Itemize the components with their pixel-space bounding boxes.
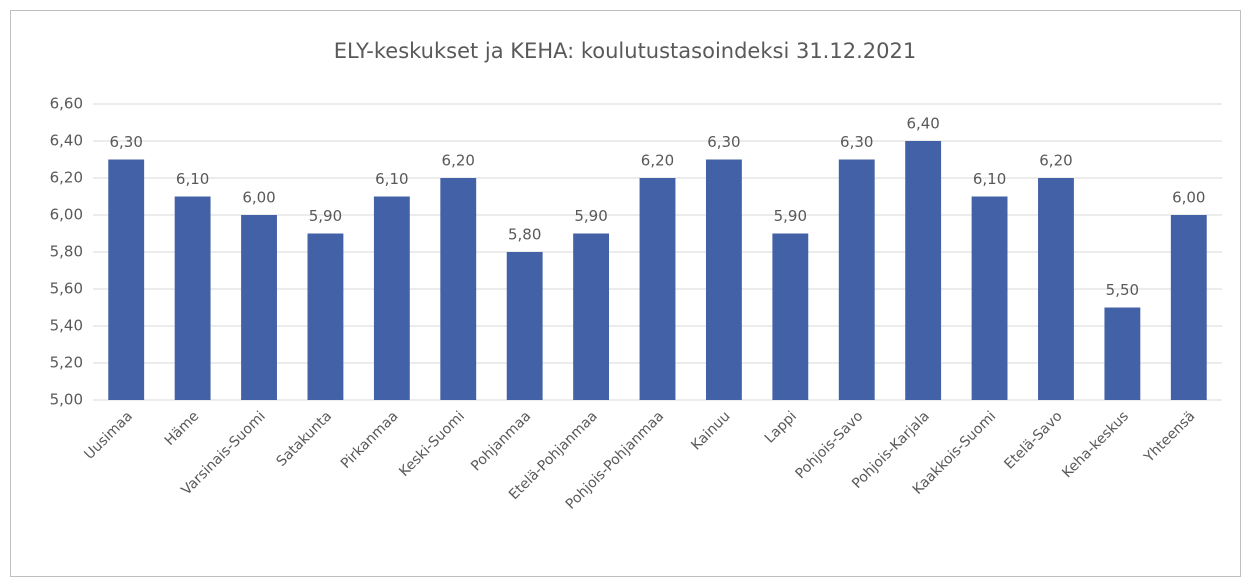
y-tick-label: 5,00	[50, 391, 83, 409]
data-label: 5,80	[508, 226, 541, 244]
chart-title: ELY-keskukset ja KEHA: koulutustasoindek…	[334, 39, 916, 63]
bar	[440, 178, 477, 400]
data-label: 6,00	[1172, 189, 1205, 207]
bar	[1104, 307, 1141, 400]
data-label: 6,20	[1039, 152, 1072, 170]
bar	[174, 196, 211, 400]
y-tick-label: 5,40	[50, 317, 83, 335]
bar	[573, 233, 610, 400]
bar	[838, 159, 875, 400]
y-tick-label: 5,60	[50, 280, 83, 298]
y-tick-label: 6,40	[50, 132, 83, 150]
bar	[971, 196, 1008, 400]
bar	[373, 196, 410, 400]
chart-border	[10, 10, 1241, 577]
y-tick-label: 6,60	[50, 95, 83, 113]
data-label: 5,50	[1106, 281, 1139, 299]
data-label: 5,90	[774, 207, 807, 225]
bar	[506, 252, 543, 400]
bar	[905, 141, 942, 400]
data-label: 6,20	[442, 152, 475, 170]
data-label: 6,30	[707, 133, 740, 151]
y-tick-label: 5,20	[50, 354, 83, 372]
bar	[1038, 178, 1074, 400]
data-label: 5,90	[574, 207, 607, 225]
y-tick-label: 5,80	[50, 243, 83, 261]
data-label: 6,10	[176, 170, 209, 188]
bar	[639, 178, 676, 400]
data-label: 5,90	[309, 207, 342, 225]
bar	[1170, 215, 1207, 400]
data-label: 6,30	[110, 133, 143, 151]
bar	[772, 233, 809, 400]
bar	[307, 233, 344, 400]
bar	[241, 215, 277, 400]
data-label: 6,00	[242, 189, 275, 207]
bar	[108, 159, 145, 400]
y-tick-label: 6,00	[50, 206, 83, 224]
data-label: 6,30	[840, 133, 873, 151]
data-label: 6,10	[973, 170, 1006, 188]
data-label: 6,40	[906, 115, 939, 133]
data-label: 6,10	[375, 170, 408, 188]
y-tick-label: 6,20	[50, 169, 83, 187]
data-label: 6,20	[641, 152, 674, 170]
bar	[705, 159, 742, 400]
